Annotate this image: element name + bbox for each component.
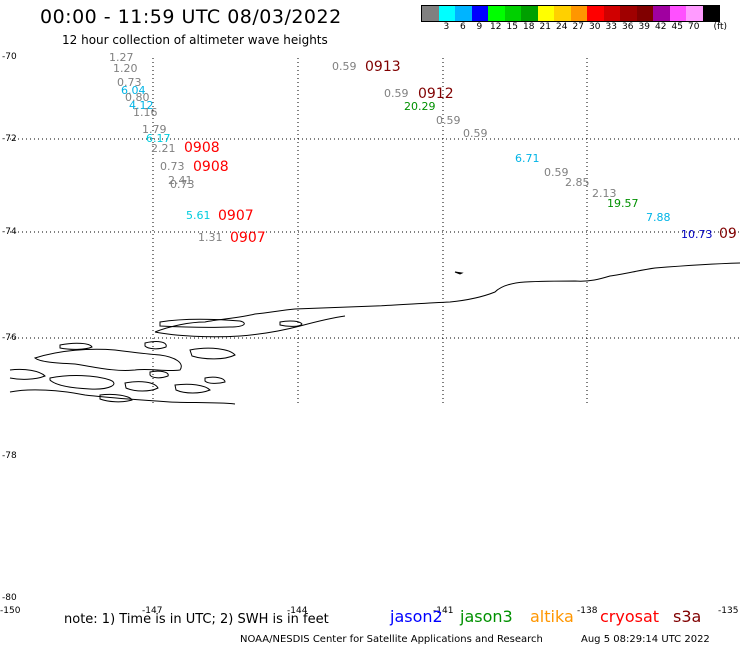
lat-label: -76 [2,333,17,343]
wave-height-label: 0.59 [544,166,569,179]
color-scale-swatch [471,6,488,21]
wave-height-label: 0.59 [463,127,488,140]
color-scale-swatch [653,6,670,21]
color-scale-swatch [504,6,521,21]
wave-height-label: 0.73 [170,178,195,191]
color-scale-swatch [587,6,604,21]
footer-note: note: 1) Time is in UTC; 2) SWH is in fe… [64,612,329,627]
map-subtitle: 12 hour collection of altimeter wave hei… [62,33,328,47]
lon-label: -138 [577,606,598,616]
color-scale-swatch [669,6,686,21]
pass-time-label: 0913 [365,59,401,75]
wave-height-label: 1.79 [142,123,167,136]
lat-label: -78 [2,451,17,461]
credit-source: NOAA/NESDIS Center for Satellite Applica… [240,634,543,645]
color-scale-swatch [438,6,455,21]
pass-time-labels: 0913 0912 0908 0908 0907 0907 09 [184,59,737,246]
color-scale-swatch [636,6,653,21]
color-scale-labels: 3 6 9 12 15 18 21 24 27 30 33 36 39 42 45 70 (ft) [421,22,740,34]
color-scale-label: 18 [523,22,535,32]
color-scale-unit: (ft) [713,22,728,32]
pass-time-label: 0907 [230,230,266,246]
color-scale-label: 42 [655,22,667,32]
color-scale-swatch [455,6,472,21]
wave-height-label: 0.59 [384,87,409,100]
lat-label: -80 [2,593,17,603]
lat-label: -72 [2,134,17,144]
color-scale-label: 70 [688,22,700,32]
lat-label: -74 [2,227,17,237]
wave-height-label: 20.29 [404,100,436,113]
color-scale-swatch [570,6,587,21]
wave-height-label: 0.59 [332,60,357,73]
wave-height-label: 2.13 [592,187,617,200]
wave-height-label: 10.73 [681,228,713,241]
color-scale-label: 30 [589,22,601,32]
lon-label: -135 [718,606,739,616]
color-scale-label: 24 [556,22,568,32]
pass-time-label: 09 [719,226,737,242]
legend-jason2: jason2 [390,607,443,626]
wave-height-label: 19.57 [607,197,639,210]
legend-altika: altika [530,607,574,626]
legend-jason3: jason3 [460,607,513,626]
wave-height-label: 2.41 [168,174,193,187]
wave-height-label: 6.17 [146,132,171,145]
pass-time-label: 0912 [418,86,454,102]
map-grid [10,58,740,405]
wave-height-label: 2.85 [565,176,590,189]
credit-timestamp: Aug 5 08:29:14 UTC 2022 [581,634,710,645]
pass-time-label: 0908 [184,140,220,156]
wave-height-label: 1.20 [113,62,138,75]
color-scale-swatch [488,6,505,21]
wave-height-label: 1.16 [133,106,158,119]
color-scale-swatch [686,6,703,21]
color-scale-bar [421,5,720,22]
color-scale-label: 12 [490,22,502,32]
wave-height-label: 0.59 [436,114,461,127]
wave-height-label: 1.27 [109,51,134,64]
pass-time-label: 0907 [218,208,254,224]
lat-label: -70 [2,52,17,62]
lon-label: -141 [433,606,454,616]
wave-height-label: 4.12 [129,99,154,112]
wave-height-label: 2.21 [151,142,176,155]
map-title: 00:00 - 11:59 UTC 08/03/2022 [40,6,342,28]
lon-label: -150 [0,606,21,616]
color-scale-swatch [620,6,637,21]
color-scale-label: 33 [605,22,617,32]
wave-height-label: 7.88 [646,211,671,224]
wave-height-label: 5.61 [186,209,211,222]
legend-cryosat: cryosat [600,607,660,626]
color-scale-label: 27 [572,22,584,32]
color-scale-swatch [521,6,538,21]
legend-s3a: s3a [673,607,702,626]
wave-height-label: 1.31 [198,231,223,244]
coastline [9,262,740,405]
wave-height-label: 0.73 [160,160,185,173]
color-scale-swatch [603,6,620,21]
color-scale-label: 15 [506,22,518,32]
color-scale-label: 39 [638,22,650,32]
color-scale-label: 21 [539,22,551,32]
color-scale-label: 6 [460,22,466,32]
wave-height-label: 6.04 [121,84,146,97]
color-scale-label: 36 [622,22,634,32]
color-scale-label: 9 [476,22,483,32]
wave-height-values: 1.27 1.20 0.73 6.04 0.80 4.12 1.16 1.79 … [109,51,713,244]
color-scale-swatch [422,6,439,21]
wave-height-label: 0.73 [117,76,142,89]
wave-height-label: 0.80 [125,91,150,104]
lon-label: -144 [287,606,308,616]
wave-height-label: 6.71 [515,152,540,165]
lon-label: -147 [142,606,163,616]
color-scale-swatch [554,6,571,21]
color-scale-label: 45 [671,22,683,32]
color-scale-swatch [537,6,554,21]
color-scale-swatch [702,6,719,21]
color-scale-label: 3 [443,22,450,32]
pass-time-label: 0908 [193,159,229,175]
